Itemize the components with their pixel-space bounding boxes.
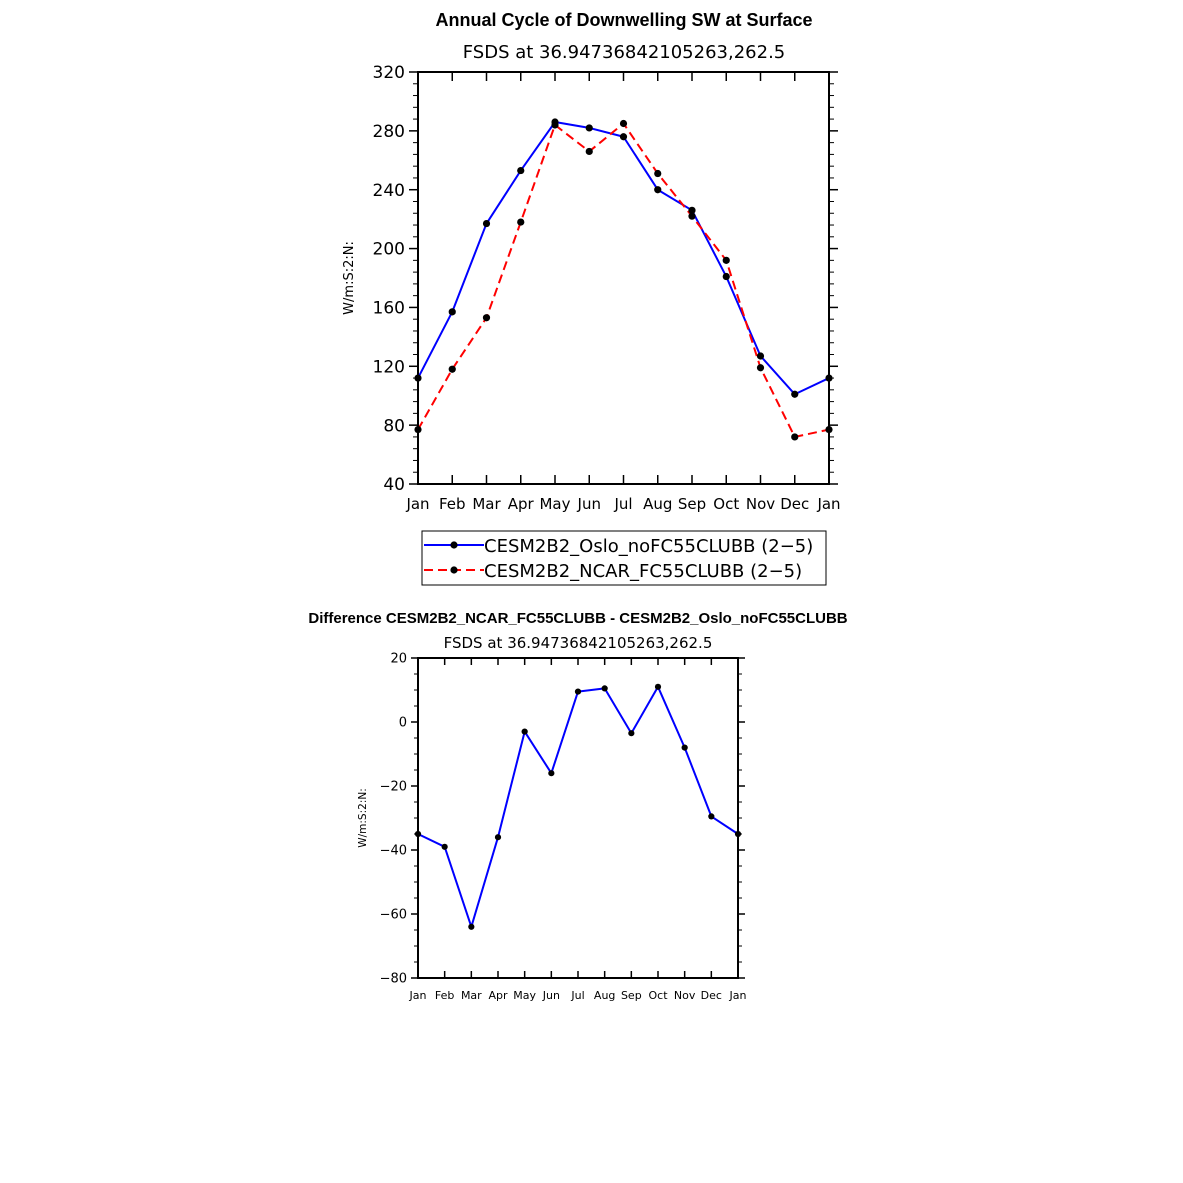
data-point-series-1	[619, 119, 628, 128]
top-chart-plot-area: Jan Feb Mar Apr May Jun Jul Aug Sep Oct Nov Dec Jan4…	[373, 63, 841, 513]
data-point-series-0	[825, 374, 833, 382]
series-line-0	[417, 121, 830, 396]
data-point-series-1	[482, 314, 491, 322]
x-tick-label: Sep	[678, 495, 706, 513]
data-point-series-0	[688, 206, 696, 214]
x-tick-label: Feb	[439, 495, 466, 513]
x-tick-label: Mar	[461, 989, 482, 1002]
bottom-chart-y-axis-label: W/m:S:2:N:	[357, 788, 369, 848]
data-point-series-1	[585, 147, 593, 156]
annual-cycle-chart: Annual Cycle of Downwelling SW at Surfac…	[342, 10, 841, 586]
x-tick-label: Sep	[621, 989, 642, 1002]
series-line-1	[417, 122, 830, 438]
difference-chart: Difference CESM2B2_NCAR_FC55CLUBB - CESM…	[308, 610, 847, 1002]
top-chart-subtitle: FSDS at 36.94736842105263,262.5	[463, 42, 786, 63]
data-point-series-1	[688, 212, 696, 220]
data-point-series-1	[825, 425, 833, 434]
x-tick-label: Oct	[648, 989, 668, 1002]
x-tick-label: Oct	[713, 495, 739, 513]
x-tick-label: Jan	[816, 495, 840, 513]
y-tick-label: 200	[373, 240, 405, 260]
data-point-series-0	[482, 219, 491, 228]
data-point-series-1	[722, 256, 730, 264]
legend-frame	[421, 530, 827, 586]
data-point-series-0	[654, 683, 662, 690]
x-tick-label: Jan	[405, 495, 429, 513]
data-point-series-0	[494, 834, 502, 841]
y-tick-label: 120	[373, 357, 405, 377]
x-tick-label: Jun	[577, 495, 601, 513]
y-tick-label: 80	[383, 416, 405, 436]
x-tick-label: Jul	[570, 989, 584, 1002]
data-point-series-1	[414, 425, 422, 434]
y-tick-label: 40	[383, 475, 405, 495]
y-tick-label: −80	[380, 972, 407, 987]
x-tick-label: Jun	[542, 989, 560, 1002]
data-point-series-1	[791, 433, 799, 441]
data-point-series-0	[734, 830, 742, 838]
x-tick-label: Apr	[508, 495, 535, 513]
x-tick-label: Nov	[746, 495, 775, 513]
data-point-series-0	[414, 374, 422, 382]
series-line-0	[417, 685, 739, 928]
data-point-series-0	[791, 390, 799, 398]
y-tick-label: 20	[390, 652, 407, 667]
y-tick-label: 280	[373, 122, 405, 142]
y-tick-label: −40	[380, 844, 407, 859]
x-tick-label: May	[539, 495, 570, 513]
data-point-series-0	[574, 688, 582, 695]
data-point-series-0	[756, 352, 765, 360]
top-chart-title: Annual Cycle of Downwelling SW at Surfac…	[435, 10, 812, 30]
top-chart-y-axis-label: W/m:S:2:N:	[342, 241, 357, 315]
data-point-series-1	[654, 169, 662, 178]
data-point-series-0	[681, 744, 688, 751]
legend-marker-ncar	[450, 566, 458, 574]
x-tick-label: Aug	[594, 989, 615, 1002]
x-tick-label: Jan	[729, 989, 747, 1002]
x-tick-label: Jul	[613, 495, 632, 513]
x-tick-label: Dec	[780, 495, 809, 513]
plot-frame	[417, 657, 739, 979]
data-point-series-1	[448, 365, 456, 373]
x-tick-label: Nov	[674, 989, 696, 1002]
data-point-series-0	[414, 830, 422, 838]
x-tick-label: Apr	[488, 989, 508, 1002]
data-point-series-0	[521, 728, 528, 735]
data-point-series-0	[601, 685, 608, 692]
data-point-series-1	[551, 121, 559, 129]
data-point-series-0	[654, 186, 662, 194]
x-tick-label: Aug	[643, 495, 672, 513]
y-tick-label: −20	[380, 780, 407, 795]
x-tick-label: Jan	[409, 989, 427, 1002]
top-chart-legend: CESM2B2_Oslo_noFC55CLUBB (2−5) CESM2B2_N…	[421, 530, 827, 586]
bottom-chart-title: Difference CESM2B2_NCAR_FC55CLUBB - CESM…	[308, 610, 847, 627]
bottom-chart-plot-area: Jan Feb Mar Apr May Jun Jul Aug Sep Oct Nov Dec Jan−…	[380, 652, 747, 1002]
data-point-series-0	[468, 923, 475, 930]
y-tick-label: 160	[373, 299, 405, 319]
y-tick-label: 240	[373, 181, 405, 201]
y-tick-label: 0	[399, 716, 407, 731]
data-point-series-1	[756, 364, 765, 372]
data-point-series-0	[722, 272, 730, 281]
legend-marker-oslo	[450, 541, 458, 549]
data-point-series-0	[548, 770, 555, 777]
x-tick-label: Mar	[472, 495, 501, 513]
data-point-series-1	[517, 218, 525, 226]
data-point-series-0	[448, 308, 456, 316]
data-point-series-0	[441, 843, 448, 850]
legend-label-ncar: CESM2B2_NCAR_FC55CLUBB (2−5)	[484, 561, 802, 582]
x-tick-label: May	[513, 989, 536, 1002]
x-tick-label: Feb	[435, 989, 454, 1002]
y-tick-label: −60	[380, 908, 407, 923]
data-point-series-0	[619, 133, 628, 141]
bottom-chart-subtitle: FSDS at 36.94736842105263,262.5	[444, 634, 713, 652]
legend-label-oslo: CESM2B2_Oslo_noFC55CLUBB (2−5)	[484, 536, 813, 557]
y-tick-label: 320	[373, 63, 405, 83]
x-tick-label: Dec	[701, 989, 722, 1002]
data-point-series-0	[708, 813, 715, 820]
data-point-series-0	[628, 730, 635, 737]
data-point-series-0	[585, 124, 593, 132]
data-point-series-0	[517, 166, 525, 175]
